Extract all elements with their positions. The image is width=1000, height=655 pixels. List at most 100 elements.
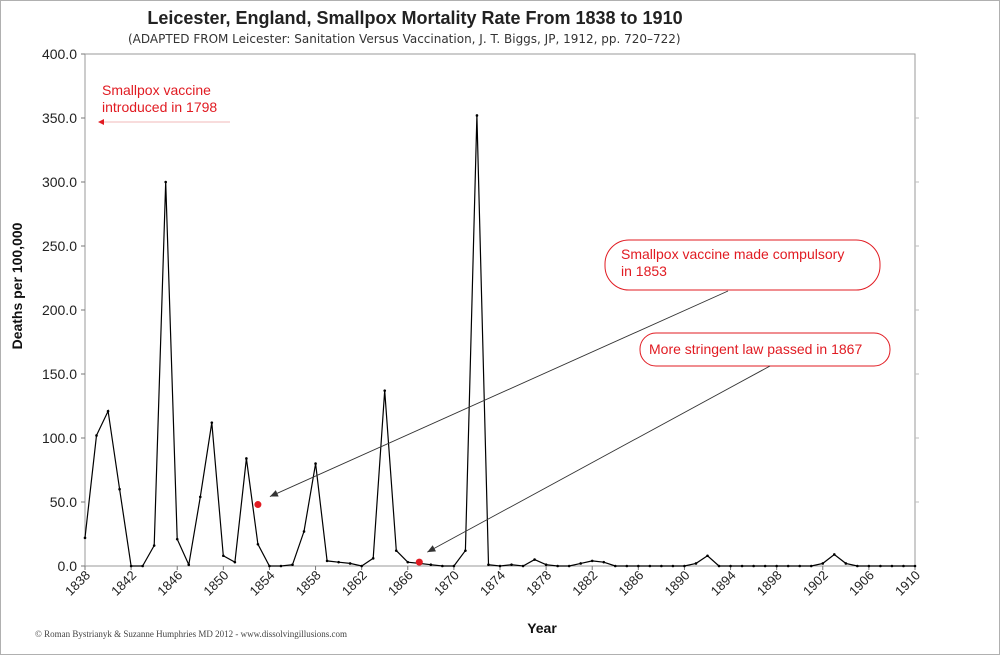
y-axis: 0.0 50.0 100.0 150.0 200.0 250.0 300.0 350.0 400… — [42, 46, 85, 574]
x-tick-label: 1890 — [662, 568, 693, 599]
data-point — [314, 462, 317, 465]
data-point — [648, 564, 652, 568]
data-point — [383, 389, 387, 392]
data-point — [371, 557, 375, 560]
data-point — [187, 563, 191, 567]
y-tick-label: 250.0 — [42, 238, 77, 254]
callout-box-stringent — [639, 332, 891, 367]
chart-subtitle: (ADAPTED FROM Leicester: Sanitation Vers… — [128, 32, 681, 46]
data-point — [360, 564, 363, 568]
data-point — [245, 457, 248, 460]
x-tick-label: 1882 — [569, 568, 600, 599]
data-point — [556, 564, 559, 568]
data-point — [798, 564, 802, 568]
x-tick-label: 1842 — [108, 568, 139, 599]
highlight-point — [254, 501, 262, 509]
data-point — [83, 536, 87, 540]
x-tick-label: 1898 — [754, 568, 785, 599]
data-point — [233, 560, 237, 564]
x-tick-label: 1902 — [800, 568, 831, 599]
highlight-point — [415, 558, 423, 566]
data-point — [694, 562, 698, 565]
data-point — [890, 564, 894, 568]
y-tick-label: 100.0 — [42, 430, 77, 446]
copyright-credit: © Roman Bystrianyk & Suzanne Humphries M… — [35, 629, 347, 639]
data-point — [856, 564, 859, 568]
arrow-to-1853-head — [269, 490, 279, 497]
annotation-arrow-head — [98, 119, 104, 125]
data-point — [141, 564, 144, 568]
data-point — [291, 563, 294, 567]
x-tick-label: 1894 — [708, 568, 739, 599]
data-point — [821, 562, 825, 565]
data-point — [533, 558, 536, 561]
data-point — [786, 564, 790, 568]
arrow-to-1853 — [269, 290, 729, 497]
y-tick-label: 300.0 — [42, 174, 77, 190]
data-point — [487, 563, 490, 567]
x-tick-label: 1862 — [339, 568, 370, 599]
data-point — [164, 180, 167, 184]
y-axis-label: Deaths per 100,000 — [9, 222, 25, 349]
data-point — [452, 564, 456, 568]
data-point — [475, 114, 479, 117]
annotations-layer: Smallpox vaccine introduced in 1798 Smallp… — [98, 82, 891, 553]
data-point — [152, 544, 156, 547]
data-point — [406, 560, 410, 564]
plot-area-border — [84, 53, 916, 567]
data-point — [879, 564, 882, 568]
arrow-to-1867 — [427, 365, 771, 553]
data-point — [717, 564, 721, 568]
y-tick-label: 200.0 — [42, 302, 77, 318]
data-point — [671, 564, 675, 568]
data-point — [913, 564, 917, 568]
data-point — [763, 564, 767, 568]
data-point — [337, 560, 340, 564]
data-point — [729, 564, 732, 568]
data-point — [198, 495, 202, 499]
data-point — [348, 562, 352, 565]
data-point — [325, 559, 329, 563]
data-point — [752, 564, 755, 568]
arrow-to-1867-head — [427, 545, 437, 553]
x-tick-label: 1910 — [892, 568, 923, 599]
data-point — [498, 564, 502, 568]
data-point — [844, 562, 848, 565]
data-point — [302, 530, 306, 533]
x-tick-label: 1874 — [477, 568, 508, 599]
y-tick-label: 0.0 — [58, 558, 78, 574]
data-point — [222, 554, 225, 558]
annotation-vaccine-introduced: Smallpox vaccine introduced in 1798 — [102, 82, 217, 115]
y-tick-label: 350.0 — [42, 110, 77, 126]
data-point — [809, 564, 813, 568]
data-point — [175, 537, 179, 541]
x-axis-label: Year — [527, 620, 557, 636]
data-point — [95, 434, 98, 437]
data-point — [544, 563, 548, 567]
x-tick-label: 1850 — [200, 568, 231, 599]
x-tick-label: 1886 — [615, 568, 646, 599]
callout-box-compulsory — [604, 239, 881, 291]
series-layer — [83, 114, 917, 568]
data-point — [590, 559, 594, 563]
x-tick-label: 1858 — [293, 568, 324, 599]
data-point — [268, 564, 271, 568]
y-tick-label: 150.0 — [42, 366, 77, 382]
y-tick-label: 400.0 — [42, 46, 77, 62]
data-point — [210, 421, 214, 424]
data-point — [279, 564, 283, 568]
data-point — [464, 549, 467, 552]
data-point — [740, 564, 744, 568]
data-point — [429, 563, 433, 567]
x-tick-label: 1906 — [846, 568, 877, 599]
x-axis: 1838 1842 1846 1850 1854 1858 1862 1866 1870 1874… — [62, 566, 923, 599]
data-point — [441, 564, 444, 568]
data-point — [637, 564, 640, 568]
x-tick-label: 1846 — [154, 568, 185, 599]
x-tick-label: 1870 — [431, 568, 462, 599]
data-point — [902, 564, 905, 568]
data-point — [510, 563, 513, 567]
y-tick-label: 50.0 — [50, 494, 77, 510]
x-tick-label: 1854 — [247, 568, 278, 599]
